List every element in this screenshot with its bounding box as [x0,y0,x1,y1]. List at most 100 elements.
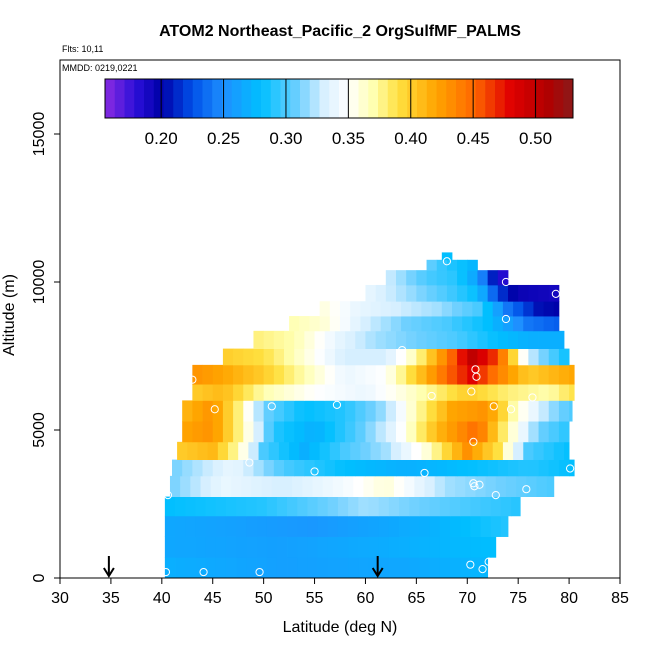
heatmap-cell [175,515,186,537]
heatmap-cell [487,384,499,401]
heatmap-cell [446,330,458,349]
heatmap-cell [508,348,519,366]
heatmap-cell [505,475,517,497]
heatmap-cell [243,384,254,401]
heatmap-cell [246,496,257,517]
heatmap-cell [314,459,326,477]
heatmap-cell [276,496,288,517]
heatmap-cell [436,459,448,477]
heatmap-cell [411,441,422,460]
heatmap-cell [470,557,481,578]
heatmap-cell [467,270,478,286]
heatmap-cell [385,364,397,385]
heatmap-cell [324,348,336,366]
heatmap-cell [472,301,483,317]
heatmap-cell [215,557,227,578]
heatmap-cell [319,316,331,332]
heatmap-cell [365,330,377,349]
heatmap-cell [343,475,354,497]
heatmap-cell [548,421,560,443]
heatmap-cell [164,557,176,578]
heatmap-cell [406,348,417,366]
heatmap-cell [380,301,392,317]
heatmap-cell [353,475,364,497]
x-tick-label: 35 [102,590,120,607]
heatmap-cell [419,515,430,537]
colorbar-swatch [504,79,515,118]
colorbar-swatch [368,79,379,118]
heatmap-cell [309,316,321,332]
heatmap-cell [284,400,295,422]
colorbar-swatch [524,79,535,118]
heatmap-cell [340,316,351,332]
heatmap-cell [304,384,315,401]
heatmap-cell [467,384,478,401]
heatmap-cell [460,496,471,517]
heatmap-cell [477,421,489,443]
heatmap-cell [243,421,254,443]
heatmap-cell [477,364,489,385]
arrow-markers [103,556,384,578]
heatmap-cell [276,515,288,537]
heatmap-cell [205,557,217,578]
heatmap-cell [548,348,560,366]
heatmap-cell [202,400,214,422]
heatmap-cell [225,536,237,558]
sample-point [470,482,479,491]
heatmap-cell [477,270,489,286]
dates-annotation: MMDD: 0219,0221 [62,63,138,73]
heatmap-cell [396,330,407,349]
colorbar-swatch [563,79,574,118]
heatmap-cell [284,348,295,366]
heatmap-cell [396,400,407,422]
heatmap-cell [287,557,298,578]
heatmap-cell [192,364,203,385]
sample-point [161,567,170,577]
heatmap-cell [182,400,193,422]
heatmap-cell [457,421,468,443]
heatmap-cell [449,536,461,558]
heatmap-cell [314,364,326,385]
heatmap-cell [457,348,468,366]
heatmap-cell [222,364,234,385]
heatmap-cell [457,330,468,349]
colorbar-swatch [124,79,135,118]
colorbar-swatch [202,79,213,118]
colorbar-swatch [309,79,320,118]
y-tick-label: 15000 [31,112,48,157]
heatmap-cell [472,316,483,332]
heatmap-cell [421,316,433,332]
heatmap-cell [322,475,334,497]
heatmap-cell [284,421,295,443]
heatmap-cell [385,348,397,366]
heatmap-cell [388,496,400,517]
heatmap-cell [378,496,390,517]
heatmap-cell [278,441,290,460]
heatmap-cell [462,301,473,317]
heatmap-cell [538,421,550,443]
colorbar-swatch [114,79,125,118]
heatmap-cell [304,330,315,349]
heatmap-cell [528,364,539,385]
heatmap-cell [558,330,565,349]
heatmap-cell [225,515,237,537]
colorbar-swatch [426,79,437,118]
heatmap-cell [164,536,176,558]
sample-point [551,289,560,298]
x-axis-label: Latitude (deg N) [283,619,398,636]
heatmap-cell [487,459,499,477]
x-tick-label: 75 [509,590,527,607]
heatmap-cell [220,475,232,497]
heatmap-cell [487,400,499,422]
heatmap-cell [222,384,234,401]
heatmap-cell [253,384,265,401]
heatmap-cell [212,364,224,385]
colorbar-swatch [144,79,155,118]
sample-point [210,405,219,414]
colorbar-tick-label: 0.35 [332,129,365,148]
heatmap-cell [241,475,252,497]
colorbar-swatch [339,79,350,118]
heatmap-cell [523,441,534,460]
heatmap-cell [548,459,560,477]
heatmap-cell [518,284,529,302]
